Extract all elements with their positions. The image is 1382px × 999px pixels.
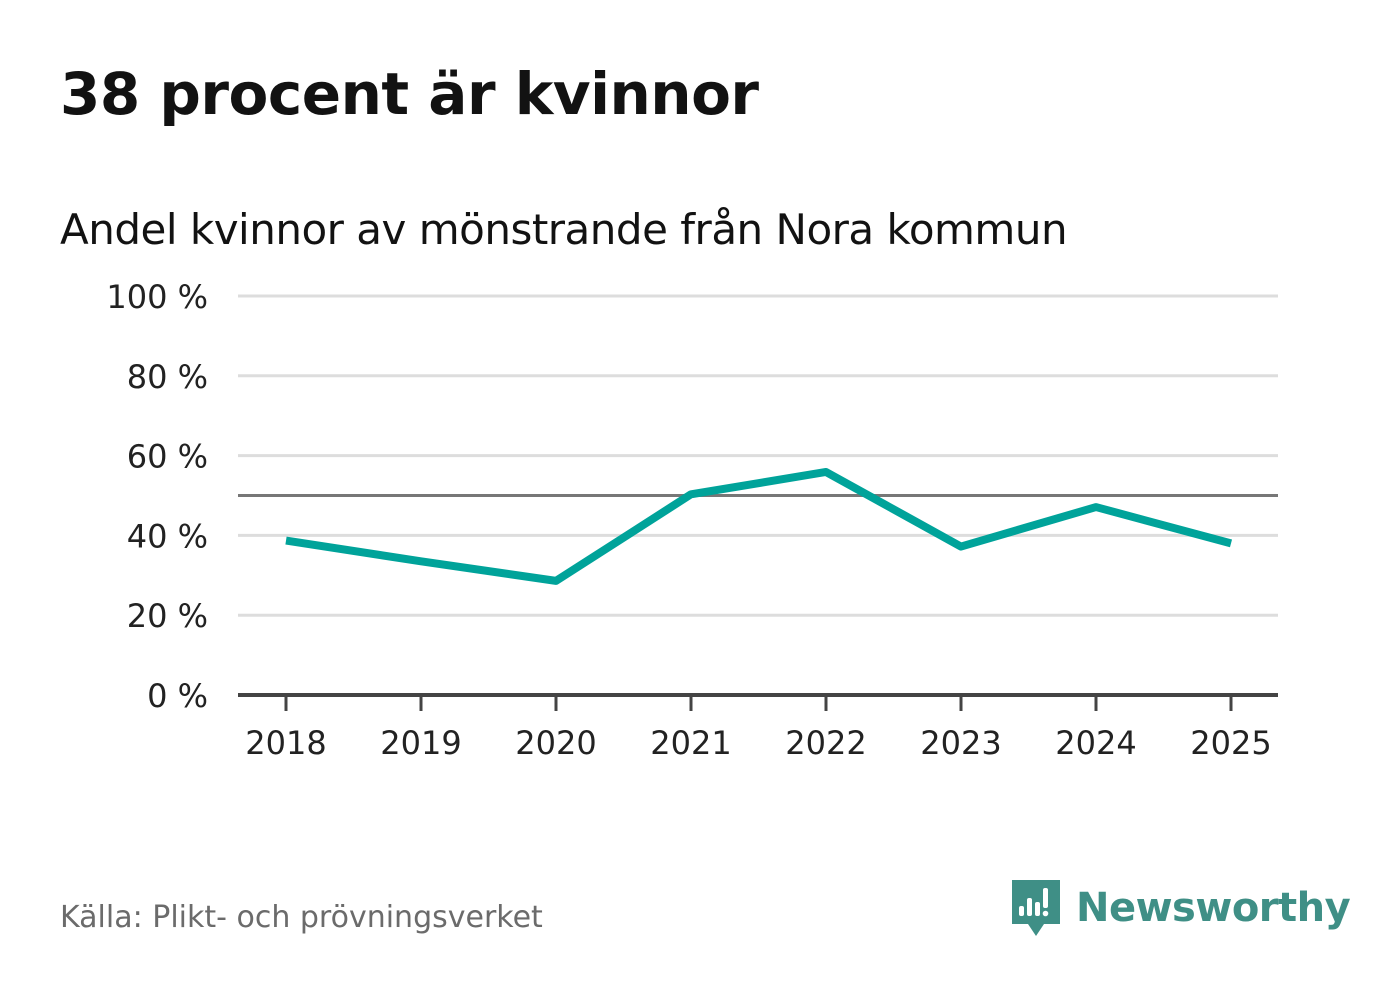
brand-logo: Newsworthy — [1010, 878, 1351, 938]
newsworthy-logo-icon — [1012, 880, 1060, 936]
chart-title: 38 procent är kvinnor — [60, 60, 759, 128]
y-tick-label: 0 % — [147, 677, 208, 715]
x-tick-label: 2019 — [380, 724, 461, 762]
y-tick-label: 80 % — [127, 358, 208, 396]
x-tick-label: 2024 — [1055, 724, 1136, 762]
brand-name: Newsworthy — [1076, 885, 1351, 931]
y-axis-ticks: 0 % 20 % 40 % 60 % 80 % 100 % — [106, 278, 208, 715]
y-tick-label: 60 % — [127, 438, 208, 476]
y-tick-label: 20 % — [127, 597, 208, 635]
x-tick-label: 2018 — [245, 724, 326, 762]
gridlines — [238, 294, 1278, 617]
x-tick-label: 2023 — [920, 724, 1001, 762]
x-axis-ticks: 2018 2019 2020 2021 2022 2023 2024 2025 — [245, 695, 1272, 762]
x-tick-label: 2022 — [785, 724, 866, 762]
x-tick-label: 2021 — [650, 724, 731, 762]
y-tick-label: 100 % — [106, 278, 208, 316]
y-tick-label: 40 % — [127, 517, 208, 555]
source-note: Källa: Plikt- och prövningsverket — [60, 900, 543, 935]
series-group — [285, 467, 1233, 585]
x-tick-label: 2025 — [1190, 724, 1271, 762]
x-tick-label: 2020 — [515, 724, 596, 762]
series-line — [285, 467, 1233, 585]
chart-subtitle: Andel kvinnor av mönstrande från Nora ko… — [60, 205, 1068, 254]
